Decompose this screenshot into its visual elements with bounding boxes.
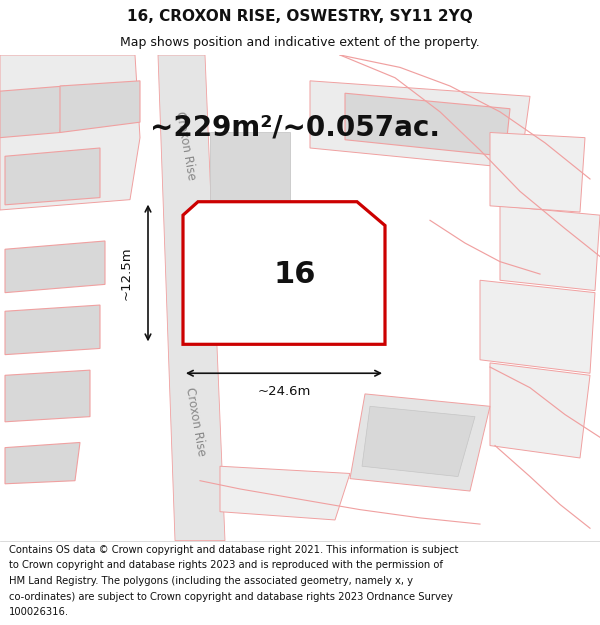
Text: co-ordinates) are subject to Crown copyright and database rights 2023 Ordnance S: co-ordinates) are subject to Crown copyr… bbox=[9, 592, 453, 602]
Text: 16, CROXON RISE, OSWESTRY, SY11 2YQ: 16, CROXON RISE, OSWESTRY, SY11 2YQ bbox=[127, 9, 473, 24]
Polygon shape bbox=[350, 394, 490, 491]
Polygon shape bbox=[210, 226, 310, 322]
Polygon shape bbox=[0, 86, 65, 138]
Text: Map shows position and indicative extent of the property.: Map shows position and indicative extent… bbox=[120, 36, 480, 49]
Text: HM Land Registry. The polygons (including the associated geometry, namely x, y: HM Land Registry. The polygons (includin… bbox=[9, 576, 413, 586]
Polygon shape bbox=[158, 55, 225, 541]
Polygon shape bbox=[210, 132, 290, 199]
Polygon shape bbox=[60, 81, 140, 132]
Polygon shape bbox=[500, 206, 600, 291]
Text: ~24.6m: ~24.6m bbox=[257, 386, 311, 398]
Text: Croxon Rise: Croxon Rise bbox=[173, 111, 197, 181]
Polygon shape bbox=[183, 202, 385, 344]
Polygon shape bbox=[5, 305, 100, 354]
Text: Croxon Rise: Croxon Rise bbox=[182, 386, 208, 458]
Polygon shape bbox=[362, 406, 475, 477]
Polygon shape bbox=[345, 93, 510, 156]
Text: to Crown copyright and database rights 2023 and is reproduced with the permissio: to Crown copyright and database rights 2… bbox=[9, 561, 443, 571]
Polygon shape bbox=[480, 280, 595, 373]
Polygon shape bbox=[0, 55, 140, 210]
Text: 100026316.: 100026316. bbox=[9, 608, 69, 618]
Polygon shape bbox=[490, 363, 590, 458]
Text: 16: 16 bbox=[274, 259, 316, 289]
Text: Contains OS data © Crown copyright and database right 2021. This information is : Contains OS data © Crown copyright and d… bbox=[9, 545, 458, 555]
Polygon shape bbox=[5, 370, 90, 422]
Polygon shape bbox=[5, 442, 80, 484]
Polygon shape bbox=[5, 241, 105, 292]
Polygon shape bbox=[310, 81, 530, 169]
Polygon shape bbox=[220, 466, 350, 520]
Polygon shape bbox=[5, 148, 100, 205]
Text: ~229m²/~0.057ac.: ~229m²/~0.057ac. bbox=[150, 113, 440, 141]
Text: ~12.5m: ~12.5m bbox=[119, 246, 133, 300]
Polygon shape bbox=[490, 132, 585, 212]
